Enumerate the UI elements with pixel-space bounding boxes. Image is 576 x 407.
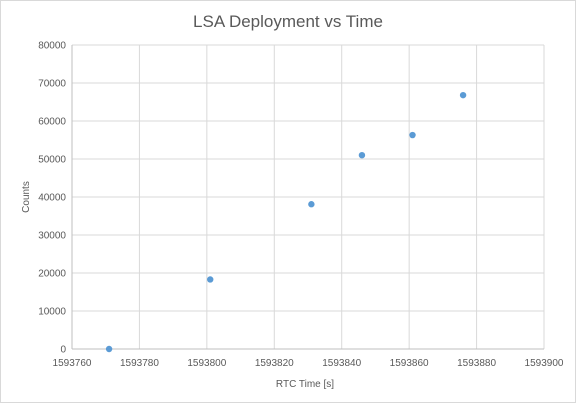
- data-point: [308, 201, 315, 208]
- x-tick-label: 1593800: [187, 358, 226, 369]
- x-tick-label: 1593840: [322, 358, 361, 369]
- x-tick-label: 1593780: [120, 358, 159, 369]
- y-tick-label: 60000: [38, 117, 66, 128]
- data-point: [105, 345, 113, 353]
- x-axis-title: RTC Time [s]: [276, 379, 334, 390]
- gridlines: [72, 44, 545, 349]
- data-points: [105, 91, 467, 353]
- x-tick-label: 1593900: [525, 358, 564, 369]
- y-axis-title: Counts: [21, 181, 32, 213]
- x-tick-label: 1593820: [255, 358, 294, 369]
- y-tick-label: 40000: [38, 193, 66, 204]
- y-tick-label: 50000: [38, 155, 66, 166]
- y-tick-label: 20000: [38, 269, 66, 280]
- axes: [71, 45, 544, 350]
- y-tick-label: 0: [60, 345, 66, 356]
- y-tick-label: 80000: [38, 41, 66, 52]
- x-tick-label: 1593860: [390, 358, 429, 369]
- y-tick-label: 70000: [38, 79, 66, 90]
- x-tick-label: 1593880: [457, 358, 496, 369]
- data-point: [459, 91, 467, 99]
- data-point: [409, 131, 416, 139]
- x-tick-label: 1593760: [53, 358, 92, 369]
- data-point: [358, 152, 366, 159]
- tick-labels: 0 10000 20000 30000 40000 50000 60000 70000 8000…: [38, 41, 564, 370]
- chart-title: LSA Deployment vs Time: [193, 12, 383, 31]
- data-point: [207, 276, 214, 283]
- y-tick-label: 30000: [38, 231, 66, 242]
- y-tick-label: 10000: [38, 307, 66, 318]
